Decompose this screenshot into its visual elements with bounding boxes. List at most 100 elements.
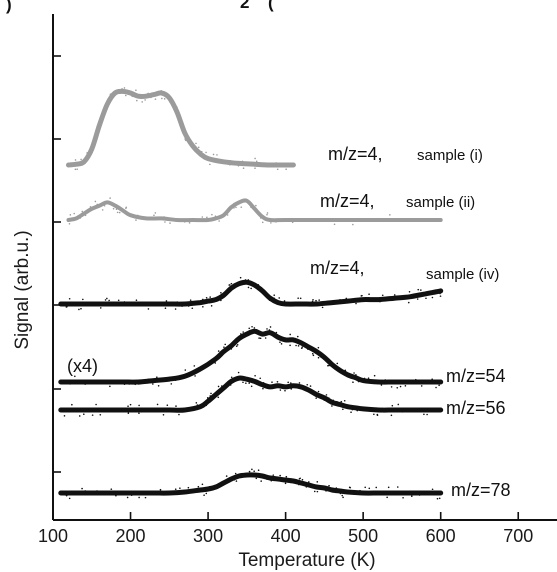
noise-dot [201, 483, 204, 486]
noise-dot [407, 301, 410, 304]
noise-dot [315, 299, 317, 302]
noise-dot [184, 369, 187, 371]
noise-dot [138, 496, 140, 499]
noise-dot [108, 299, 110, 302]
noise-dot [368, 293, 370, 295]
noise-dot [195, 402, 198, 404]
noise-dot [194, 375, 196, 377]
noise-dot [438, 384, 440, 387]
noise-dot [163, 98, 166, 100]
noise-dot [136, 99, 138, 102]
noise-dot [217, 396, 220, 399]
noise-dot [220, 291, 222, 294]
noise-dot [205, 297, 208, 299]
noise-dot [272, 474, 275, 476]
noise-dot [164, 221, 166, 223]
noise-dot [258, 337, 260, 339]
noise-dot [225, 475, 228, 477]
noise-dot [435, 386, 437, 389]
noise-dot [123, 87, 126, 89]
noise-dot [336, 362, 339, 365]
noise-dot [408, 290, 411, 293]
noise-dot [425, 297, 427, 300]
noise-dot [299, 297, 302, 300]
noise-dot [373, 374, 376, 377]
x-axis-title: Temperature (K) [238, 550, 375, 571]
noise-dot [266, 212, 269, 214]
noise-dot [226, 214, 229, 216]
noise-dot [201, 216, 204, 218]
noise-dot [68, 497, 71, 500]
noise-dot [251, 468, 253, 471]
noise-dot [276, 380, 279, 383]
noise-dot [386, 496, 388, 499]
noise-dot [109, 197, 111, 199]
noise-dot [197, 485, 200, 488]
noise-dot [94, 200, 97, 203]
noise-dot [273, 294, 276, 296]
noise-dot [309, 385, 312, 387]
noise-dot [138, 404, 140, 407]
noise-dot [175, 405, 177, 407]
noise-dot [230, 376, 233, 379]
noise-dot [248, 327, 251, 330]
noise-dot [253, 327, 256, 329]
noise-dot [68, 297, 71, 300]
noise-dot [248, 382, 250, 384]
noise-dot [170, 383, 173, 385]
noise-dot [295, 344, 297, 347]
noise-dot [91, 414, 94, 416]
noise-dot [156, 376, 158, 379]
noise-dot [306, 383, 309, 386]
noise-dot [259, 377, 262, 380]
noise-dot [144, 496, 147, 499]
noise-dot [287, 381, 289, 384]
noise-dot [410, 495, 413, 497]
noise-dot [387, 486, 390, 489]
noise-dot [297, 345, 300, 347]
noise-dot [255, 204, 257, 207]
title-subscript: 2 [240, 0, 249, 12]
noise-dot [316, 490, 319, 493]
noise-dot [340, 400, 343, 403]
noise-dot [276, 168, 279, 171]
noise-dot [193, 365, 196, 367]
noise-dot [74, 375, 76, 378]
noise-dot [235, 345, 238, 348]
noise-dot [99, 307, 102, 309]
noise-dot [318, 299, 320, 301]
noise-dot [373, 413, 375, 416]
noise-dot [257, 469, 260, 471]
trace-mz4-sample-iv [58, 279, 444, 307]
noise-dot [189, 299, 192, 301]
noise-dot [301, 478, 304, 481]
noise-dot [328, 484, 330, 487]
noise-dot [141, 101, 144, 103]
trace-mz4-sample-ii [66, 198, 443, 223]
noise-dot [117, 299, 120, 302]
x-tick-label: 300 [193, 526, 223, 546]
noise-dot [399, 385, 402, 388]
noise-dot [298, 382, 301, 384]
noise-dot [153, 214, 155, 217]
noise-dot [210, 305, 213, 307]
noise-dot [355, 302, 357, 305]
label-mz4-ii-sample: sample (ii) [406, 194, 475, 211]
noise-dot [144, 99, 146, 101]
noise-dot [78, 308, 80, 311]
label-mz4-iv-sample: sample (iv) [426, 266, 499, 283]
noise-dot [436, 497, 439, 500]
noise-dot [270, 222, 272, 224]
label-mz78: m/z=78 [451, 480, 511, 500]
noise-dot [381, 294, 384, 297]
noise-dot [217, 350, 220, 352]
label-mz54: m/z=54 [446, 366, 506, 386]
noise-dot [247, 286, 250, 289]
noise-dot [230, 282, 233, 285]
noise-dot [237, 371, 240, 374]
noise-dot [161, 97, 163, 100]
noise-dot [317, 356, 320, 359]
trace-mz4-sample-i-noise [68, 87, 292, 171]
x-tick-label: 200 [116, 526, 146, 546]
noise-dot [313, 490, 316, 493]
